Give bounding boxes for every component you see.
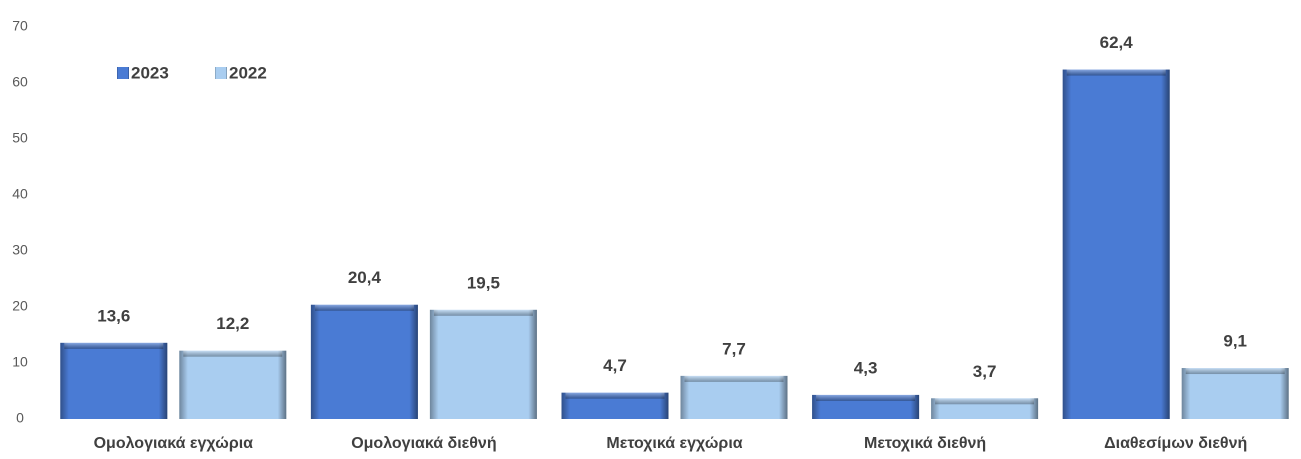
y-tick-label: 70 [12, 18, 28, 34]
bar-bevel [1066, 69, 1166, 76]
bar-shade [680, 375, 788, 419]
legend-label: 2023 [131, 63, 169, 82]
bar-shade [1181, 368, 1289, 419]
bar-shade [60, 342, 168, 419]
bar-bevel [565, 392, 665, 399]
bar-shade [429, 309, 537, 419]
value-label: 20,4 [348, 268, 382, 287]
bar-bevel [183, 350, 283, 357]
x-tick-label: Μετοχικά διεθνή [864, 435, 986, 452]
x-tick-label: Ομολογιακά εγχώρια [94, 435, 254, 452]
value-label: 62,4 [1100, 33, 1134, 52]
y-tick-label: 60 [12, 74, 28, 90]
bar-bevel [433, 309, 533, 316]
value-label: 4,3 [854, 358, 878, 377]
y-tick-label: 10 [12, 354, 28, 370]
bar-bevel [1185, 368, 1285, 375]
legend-label: 2022 [229, 63, 267, 82]
y-tick-label: 30 [12, 242, 28, 258]
bar-bevel [684, 375, 784, 382]
legend-swatch-shade [117, 67, 129, 79]
value-label: 9,1 [1223, 332, 1247, 351]
x-tick-label: Μετοχικά εγχώρια [606, 435, 742, 452]
x-tick-label: Ομολογιακά διεθνή [351, 435, 496, 452]
value-label: 3,7 [973, 362, 997, 381]
value-label: 4,7 [603, 356, 627, 375]
bar-shade [1062, 69, 1170, 419]
value-label: 12,2 [216, 314, 249, 333]
value-label: 13,6 [97, 306, 130, 325]
legend-swatch-shade [215, 67, 227, 79]
y-tick-label: 0 [16, 410, 24, 426]
value-label: 7,7 [722, 339, 746, 358]
value-label: 19,5 [467, 273, 500, 292]
bar-shade [310, 304, 418, 419]
y-tick-label: 50 [12, 130, 28, 146]
y-tick-label: 40 [12, 186, 28, 202]
y-tick-label: 20 [12, 298, 28, 314]
bar-bevel [64, 342, 164, 349]
bar-shade [179, 350, 287, 419]
bar-bevel [935, 398, 1035, 405]
bar-bevel [816, 394, 916, 401]
x-tick-label: Διαθεσίμων διεθνή [1104, 435, 1247, 452]
bar-bevel [314, 304, 414, 311]
